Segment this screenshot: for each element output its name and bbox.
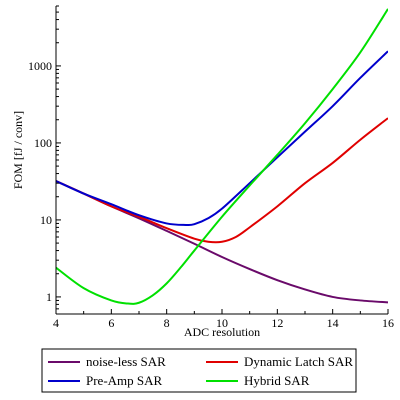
x-tick-label: 16	[382, 316, 394, 330]
hybrid-sar-line	[56, 8, 388, 305]
legend-label-noise-less-sar: noise-less SAR	[86, 354, 166, 369]
x-tick-label: 8	[164, 316, 170, 330]
x-tick-label: 6	[108, 316, 114, 330]
dynamic-latch-sar-line	[56, 117, 388, 244]
x-tick-label: 4	[53, 316, 59, 330]
x-tick-label: 12	[271, 316, 283, 330]
y-axis-label: FOM [fJ / conv]	[11, 111, 25, 189]
legend-label-pre-amp-sar: Pre-Amp SAR	[86, 373, 163, 388]
x-tick-label: 14	[327, 316, 339, 330]
legend-box	[41, 348, 357, 393]
y-tick-label: 100	[34, 136, 52, 150]
y-tick-label: 1000	[28, 59, 52, 73]
legend-label-hybrid-sar: Hybrid SAR	[244, 373, 310, 388]
legend: noise-less SAR Dynamic Latch SAR Pre-Amp S…	[41, 348, 357, 393]
x-axis-label: ADC resolution	[184, 325, 260, 339]
y-ticks: 1 10 100 1000	[28, 5, 61, 315]
y-tick-label: 10	[40, 213, 52, 227]
plot-area	[56, 8, 388, 305]
x-ticks: 4 6 8 10 12 14 16	[53, 309, 394, 330]
legend-label-dynamic-latch-sar: Dynamic Latch SAR	[244, 354, 353, 369]
y-tick-label: 1	[46, 290, 52, 304]
x-tick-label: 10	[216, 316, 228, 330]
pre-amp-sar-line	[56, 50, 388, 227]
